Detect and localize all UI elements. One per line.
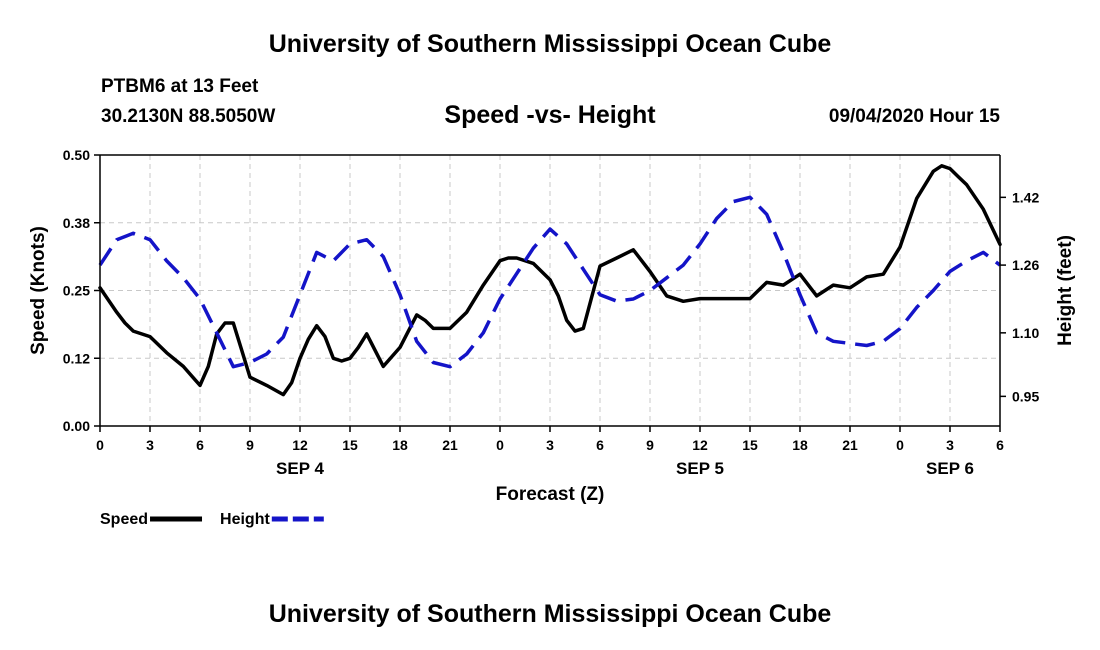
x-tick-label: 0 xyxy=(496,437,504,453)
x-tick-label: 6 xyxy=(196,437,204,453)
x-tick-label: 3 xyxy=(546,437,554,453)
y2-tick-label: 1.10 xyxy=(1012,325,1039,341)
date-label: SEP 4 xyxy=(276,459,324,478)
x-tick-label: 6 xyxy=(996,437,1004,453)
x-tick-label: 0 xyxy=(96,437,104,453)
date-label: SEP 6 xyxy=(926,459,974,478)
bottom-title: University of Southern Mississippi Ocean… xyxy=(268,600,832,628)
x-tick-label: 15 xyxy=(742,437,758,453)
legend-label-height: Height xyxy=(220,511,270,528)
legend: Speed Height xyxy=(100,511,324,528)
date-label: SEP 5 xyxy=(676,459,724,478)
top-title: University of Southern Mississippi Ocean… xyxy=(268,30,832,58)
y-tick-label: 0.38 xyxy=(63,215,90,231)
height-series-line xyxy=(98,195,1002,369)
y2-tick-label: 1.42 xyxy=(1012,189,1039,205)
x-tick-label: 3 xyxy=(146,437,154,453)
x-axis-title: Forecast (Z) xyxy=(496,484,605,505)
chart-date: 09/04/2020 Hour 15 xyxy=(828,106,1000,127)
x-tick-label: 18 xyxy=(392,437,408,453)
y-tick-label: 0.25 xyxy=(63,283,90,299)
y2-tick-label: 1.26 xyxy=(1012,257,1039,273)
chart-title: Speed -vs- Height xyxy=(444,101,656,129)
station-name: PTBM6 at 13 Feet xyxy=(101,76,259,97)
x-tick-label: 21 xyxy=(842,437,858,453)
legend-label-speed: Speed xyxy=(100,511,148,528)
axis-layer: 0 3 6 9 12 15 18 21 0 3 6 9 12 15 18 21 0 3 6 SEP 4 SEP 5 SEP… xyxy=(28,147,1076,505)
x-tick-label: 3 xyxy=(946,437,954,453)
x-tick-label: 21 xyxy=(442,437,458,453)
series-layer xyxy=(98,164,1002,397)
x-tick-label: 18 xyxy=(792,437,808,453)
x-tick-label: 12 xyxy=(692,437,708,453)
speed-series-line xyxy=(98,164,1002,397)
x-tick-label: 12 xyxy=(292,437,308,453)
y-tick-label: 0.50 xyxy=(63,147,90,163)
x-tick-label: 6 xyxy=(596,437,604,453)
y-tick-label: 0.12 xyxy=(63,350,90,366)
x-tick-label: 0 xyxy=(896,437,904,453)
x-tick-label: 9 xyxy=(646,437,654,453)
station-coords: 30.2130N 88.5050W xyxy=(101,106,276,127)
grid-layer xyxy=(100,155,1000,426)
y-tick-label: 0.00 xyxy=(63,418,90,434)
y2-tick-label: 0.95 xyxy=(1012,388,1039,404)
y-axis-title: Speed (Knots) xyxy=(28,226,49,355)
x-tick-label: 9 xyxy=(246,437,254,453)
y2-axis-title: Height (feet) xyxy=(1055,235,1076,346)
x-tick-label: 15 xyxy=(342,437,358,453)
